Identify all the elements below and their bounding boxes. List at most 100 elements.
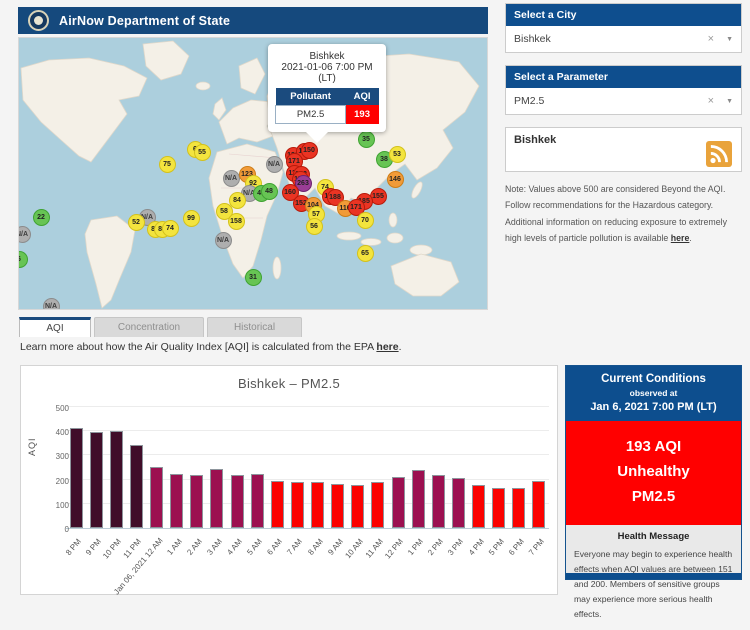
aqi-map-marker[interactable]: 75 xyxy=(159,156,176,173)
current-conditions-title: Current Conditions xyxy=(570,373,737,385)
chart-bar xyxy=(311,482,324,528)
tab-bar: AQI Concentration Historical xyxy=(19,317,302,337)
aqi-map-marker[interactable]: 74 xyxy=(162,220,179,237)
parameter-select-value: PM2.5 xyxy=(514,95,708,107)
observed-time: Jan 6, 2021 7:00 PM (LT) xyxy=(570,401,737,413)
note-here-link[interactable]: here xyxy=(671,233,690,243)
chart-y-tick-label: 200 xyxy=(39,477,69,486)
chart-gridline xyxy=(66,406,549,407)
chart-y-tick-label: 100 xyxy=(39,501,69,510)
chart-bar xyxy=(452,478,465,528)
aqi-map-marker[interactable]: 31 xyxy=(245,269,262,286)
aqi-map-marker[interactable]: 53 xyxy=(389,146,406,163)
observed-at-label: observed at xyxy=(570,388,737,398)
tooltip-city: Bishkek xyxy=(275,51,379,62)
tooltip-aqi-value: 193 xyxy=(346,106,379,124)
chart-bar xyxy=(492,488,505,528)
chart-bar xyxy=(150,467,163,528)
city-select-panel: Select a City Bishkek × ▼ xyxy=(505,3,742,53)
feed-city-name: Bishkek xyxy=(514,134,733,146)
aqi-map-marker[interactable]: 146 xyxy=(387,171,404,188)
aqi-map-marker[interactable]: 99 xyxy=(183,210,200,227)
chart-bar xyxy=(392,477,405,528)
learn-more-line: Learn more about how the Air Quality Ind… xyxy=(20,341,402,353)
learn-more-here-link[interactable]: here xyxy=(376,341,398,353)
aqi-map-marker[interactable]: N/A xyxy=(18,226,31,243)
current-conditions-header: Current Conditions observed at Jan 6, 20… xyxy=(566,366,741,421)
chart-bar xyxy=(210,469,223,528)
parameter-select-header: Select a Parameter xyxy=(506,66,741,88)
chart-bar xyxy=(190,475,203,528)
parameter-clear-icon[interactable]: × xyxy=(708,95,714,107)
learn-more-period: . xyxy=(399,341,402,353)
chart-bar xyxy=(351,485,364,528)
chart-y-tick-label: 400 xyxy=(39,428,69,437)
note-period: . xyxy=(689,233,691,243)
chart-bar xyxy=(90,432,103,528)
chart-bar xyxy=(512,488,525,528)
tooltip-timezone: (LT) xyxy=(275,73,379,84)
map-tooltip: Bishkek 2021-01-06 7:00 PM (LT) Pollutan… xyxy=(268,44,386,132)
city-clear-icon[interactable]: × xyxy=(708,33,714,45)
aqi-map-marker[interactable]: 158 xyxy=(228,213,245,230)
chart-gridline xyxy=(66,430,549,431)
chart-bar xyxy=(331,484,344,528)
tooltip-pollutant-value: PM2.5 xyxy=(276,106,346,124)
health-message-body: Everyone may begin to experience health … xyxy=(574,547,733,622)
aqi-map-marker[interactable]: 55 xyxy=(194,144,211,161)
chart-y-tick-label: 300 xyxy=(39,452,69,461)
tooltip-pollutant-header: Pollutant xyxy=(276,88,346,106)
aqi-map-marker[interactable]: N/A xyxy=(266,156,283,173)
chart-bar xyxy=(291,482,304,528)
city-feed-box: Bishkek xyxy=(505,127,742,172)
chart-y-tick-label: 0 xyxy=(39,525,69,534)
tooltip-table: Pollutant AQI PM2.5 193 xyxy=(275,88,379,124)
chart-y-tick-label: 500 xyxy=(39,404,69,413)
app-header: AirNow Department of State xyxy=(18,7,488,34)
chart-bar xyxy=(432,475,445,528)
aqi-bar-chart: Bishkek – PM2.5 AQI 0100200300400500 8 P… xyxy=(20,365,558,595)
aqi-map-marker[interactable]: 52 xyxy=(128,214,145,231)
tooltip-datetime: 2021-01-06 7:00 PM xyxy=(275,62,379,73)
current-aqi-pollutant: PM2.5 xyxy=(570,485,737,510)
chart-bar xyxy=(271,481,284,528)
chart-bar xyxy=(170,474,183,528)
city-select-value: Bishkek xyxy=(514,33,708,45)
aqi-map-marker[interactable]: N/A xyxy=(223,170,240,187)
aqi-map-marker[interactable]: 150 xyxy=(301,142,318,159)
chart-title: Bishkek – PM2.5 xyxy=(21,376,557,391)
aqi-map-marker[interactable]: 22 xyxy=(33,209,50,226)
chart-bar xyxy=(231,475,244,528)
aqi-map-marker[interactable]: 35 xyxy=(358,131,375,148)
chart-bar xyxy=(412,470,425,528)
chart-bar xyxy=(251,474,264,528)
aqi-map-marker[interactable]: N/A xyxy=(43,298,60,311)
parameter-select[interactable]: PM2.5 × ▼ xyxy=(506,88,741,114)
chart-bar xyxy=(371,482,384,528)
aqi-map-marker[interactable]: 56 xyxy=(306,218,323,235)
current-aqi-value: 193 AQI xyxy=(570,435,737,460)
city-caret-down-icon[interactable]: ▼ xyxy=(726,36,733,43)
world-aqi-map[interactable]: 22N/A675655N/A12392N/A45488458158N/A5288… xyxy=(18,37,488,310)
aqi-map-marker[interactable]: 65 xyxy=(357,245,374,262)
city-select[interactable]: Bishkek × ▼ xyxy=(506,26,741,52)
note-text: Note: Values above 500 are considered Be… xyxy=(505,184,727,243)
parameter-select-panel: Select a Parameter PM2.5 × ▼ xyxy=(505,65,742,115)
chart-bar xyxy=(70,428,83,528)
chart-bar xyxy=(532,481,545,528)
chart-bar xyxy=(472,485,485,528)
rss-feed-icon[interactable] xyxy=(706,141,732,167)
aqi-map-marker[interactable]: N/A xyxy=(215,232,232,249)
tab-concentration[interactable]: Concentration xyxy=(94,317,204,337)
aqi-map-marker[interactable]: 48 xyxy=(261,183,278,200)
aqi-note: Note: Values above 500 are considered Be… xyxy=(505,181,737,246)
parameter-caret-down-icon[interactable]: ▼ xyxy=(726,98,733,105)
chart-bar xyxy=(130,445,143,528)
health-message-title: Health Message xyxy=(574,531,733,542)
current-aqi-category: Unhealthy xyxy=(570,460,737,485)
current-conditions-panel: Current Conditions observed at Jan 6, 20… xyxy=(565,365,742,580)
tab-aqi[interactable]: AQI xyxy=(19,317,91,337)
aqi-map-marker[interactable]: 70 xyxy=(357,212,374,229)
current-aqi-block: 193 AQI Unhealthy PM2.5 xyxy=(566,421,741,525)
tab-historical[interactable]: Historical xyxy=(207,317,302,337)
